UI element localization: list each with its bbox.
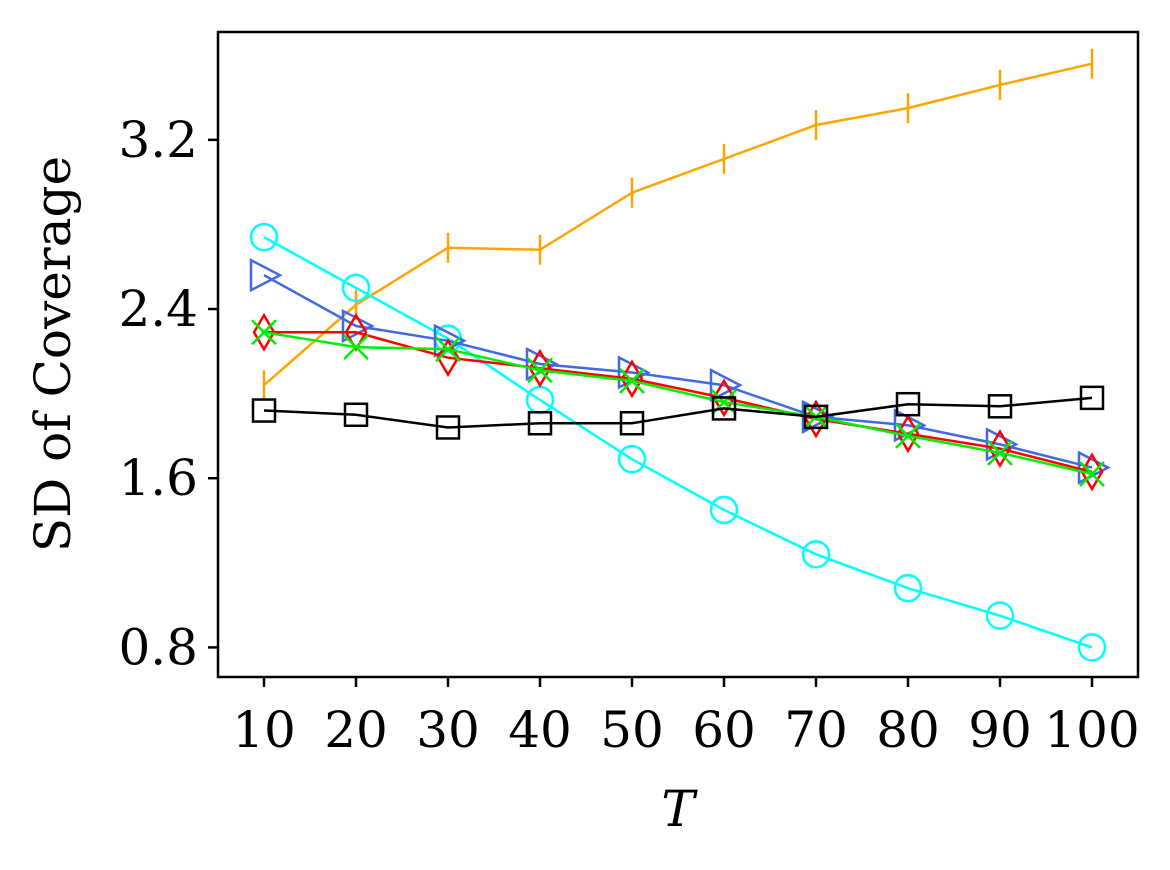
series-orange-vline: [262, 48, 1094, 401]
series-line-black-square: [263, 396, 1093, 429]
series-line-red-diamond: [264, 331, 1093, 474]
data-point-black-square: [803, 404, 829, 430]
data-point-green-x: [343, 334, 369, 360]
y-axis-label: SD of Coverage: [24, 156, 82, 552]
data-point-cyan-circle: [1077, 633, 1107, 662]
series-line-blue-triangle-right: [263, 274, 1093, 469]
x-tick-label: 100: [1044, 701, 1139, 759]
data-point-green-x: [527, 357, 553, 384]
data-point-green-x: [1079, 461, 1105, 487]
x-tick-label: 10: [232, 701, 296, 759]
data-point-red-diamond: [344, 312, 368, 352]
data-point-black-square: [343, 402, 369, 428]
data-point-cyan-circle: [985, 601, 1015, 630]
data-point-black-square: [711, 396, 737, 421]
data-point-cyan-circle: [617, 444, 647, 474]
data-point-red-diamond: [712, 378, 736, 418]
x-axis-ticks: 10 20 30 40 50 60 70 80 90 100: [232, 677, 1140, 759]
x-tick-label: 90: [968, 701, 1032, 759]
data-point-cyan-circle: [893, 573, 923, 603]
data-point-black-square: [619, 410, 645, 436]
series-line-green-x: [263, 331, 1093, 476]
data-point-green-x: [435, 336, 461, 363]
data-point-black-square: [895, 391, 921, 417]
y-tick-label: 0.8: [118, 618, 198, 676]
series-cyan-circle: [249, 222, 1107, 662]
data-point-cyan-circle: [801, 540, 831, 569]
data-point-black-square: [1079, 385, 1105, 411]
series-line-orange-vline: [263, 62, 1093, 387]
x-tick-label: 70: [784, 701, 848, 759]
data-point-black-square: [527, 410, 553, 436]
x-axis-label: T: [661, 780, 698, 838]
data-point-green-x: [895, 423, 921, 449]
x-tick-label: 40: [508, 701, 572, 759]
data-point-black-square: [435, 415, 461, 440]
data-point-green-x: [251, 319, 277, 346]
x-tick-label: 60: [692, 701, 756, 759]
data-point-cyan-circle: [709, 495, 739, 525]
data-point-green-x: [619, 368, 645, 394]
data-point-cyan-circle: [341, 273, 371, 303]
series-line-cyan-circle: [263, 236, 1093, 649]
x-tick-label: 30: [416, 701, 480, 759]
series-black-square: [251, 385, 1105, 440]
x-tick-label: 80: [876, 701, 940, 759]
y-tick-label: 3.2: [118, 111, 198, 169]
y-axis-ticks: 0.8 1.6 2.4 3.2: [118, 111, 218, 676]
data-point-blue-triangle-right: [709, 368, 743, 403]
plot-frame: [216, 30, 1140, 679]
series-green-x: [251, 319, 1105, 487]
x-tick-label: 20: [324, 701, 388, 759]
data-point-red-diamond: [804, 399, 828, 439]
y-tick-label: 1.6: [118, 449, 198, 507]
data-point-black-square: [251, 398, 277, 423]
y-tick-label: 2.4: [118, 280, 198, 338]
data-point-green-x: [987, 439, 1013, 466]
data-point-cyan-circle: [249, 222, 279, 252]
data-point-blue-triangle-right: [249, 258, 283, 293]
data-point-red-diamond: [988, 429, 1012, 469]
x-tick-label: 50: [600, 701, 664, 759]
series-layer: [249, 48, 1111, 662]
data-point-black-square: [987, 394, 1013, 419]
